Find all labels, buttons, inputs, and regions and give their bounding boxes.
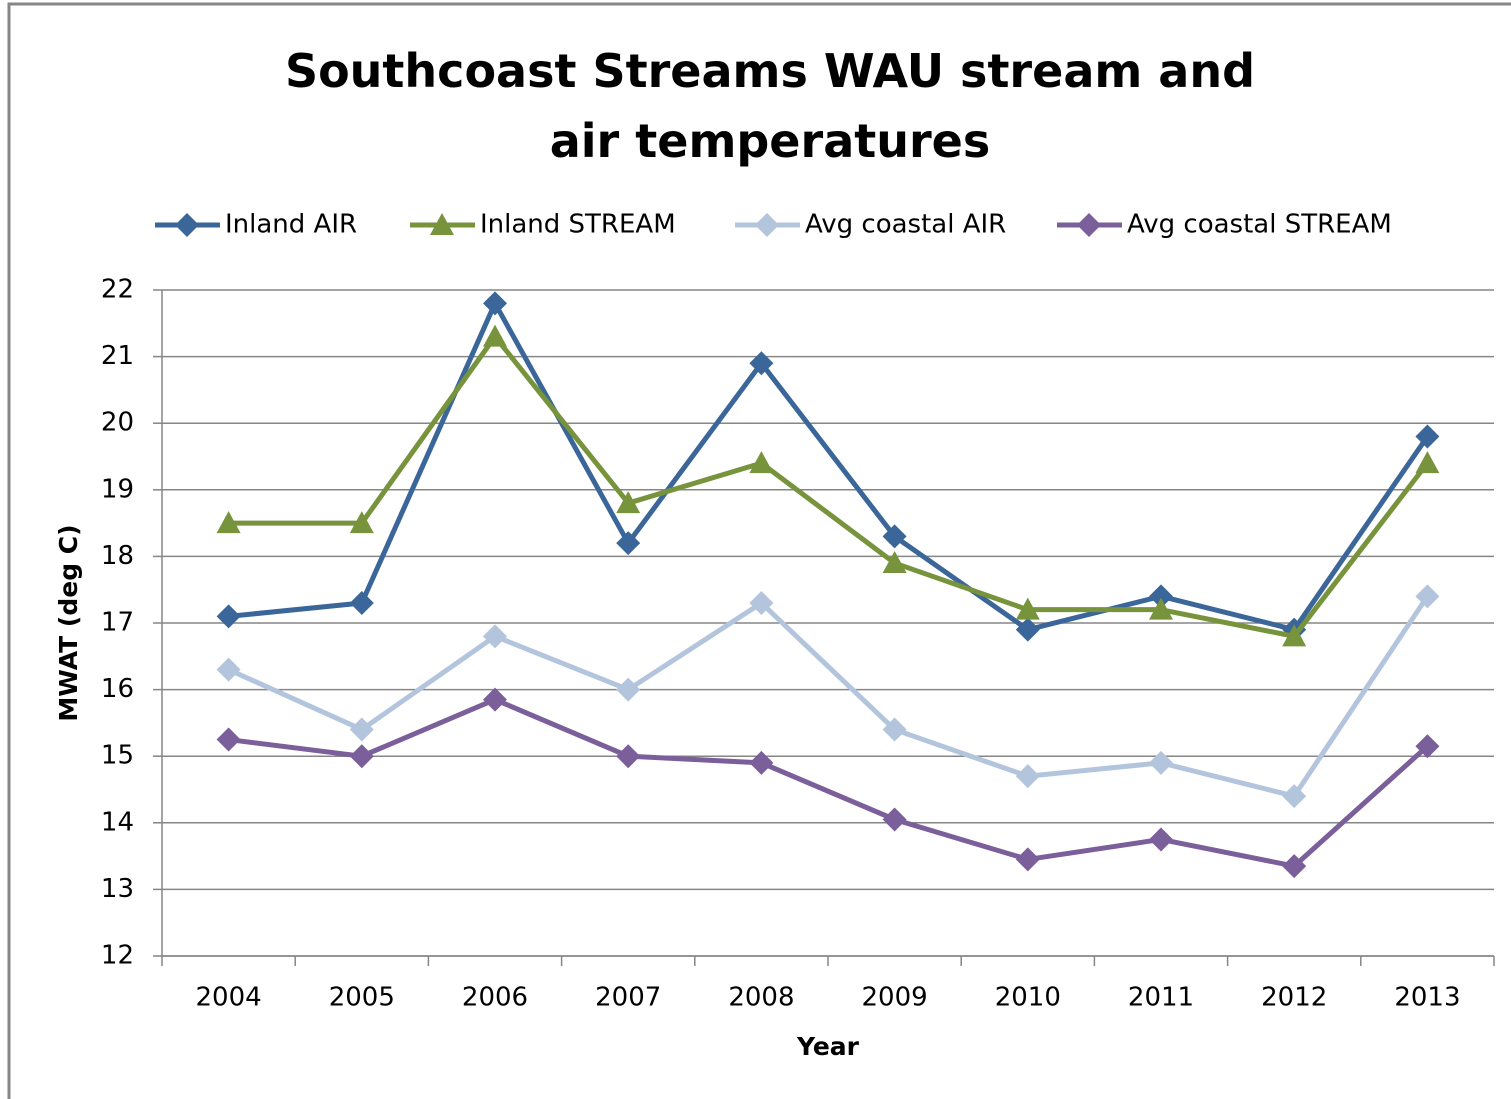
x-tick-label: 2010 xyxy=(995,983,1061,1013)
data-point xyxy=(749,591,774,616)
legend-label: Avg coastal AIR xyxy=(805,210,1006,240)
data-point xyxy=(1415,584,1440,609)
data-point xyxy=(216,657,241,682)
data-point xyxy=(616,531,641,556)
data-point xyxy=(1149,584,1173,609)
y-tick-label: 22 xyxy=(101,275,134,305)
data-point xyxy=(349,717,374,742)
data-point xyxy=(1415,451,1440,474)
data-point xyxy=(1015,617,1040,642)
data-point xyxy=(349,511,374,534)
data-point xyxy=(882,717,907,742)
series-line xyxy=(228,300,1430,633)
data-point xyxy=(616,677,641,702)
legend-marker xyxy=(175,213,199,237)
legend-marker xyxy=(755,213,779,237)
data-point xyxy=(1015,764,1040,789)
data-point xyxy=(216,604,241,629)
data-point xyxy=(1282,784,1307,809)
y-tick-label: 16 xyxy=(101,674,134,704)
data-point xyxy=(483,324,507,347)
data-point xyxy=(616,491,641,514)
data-point xyxy=(1282,624,1307,647)
y-tick-label: 19 xyxy=(101,474,134,504)
data-point xyxy=(1149,827,1173,852)
y-tick-label: 20 xyxy=(101,408,134,438)
data-point xyxy=(1149,750,1173,775)
y-tick-label: 21 xyxy=(101,341,134,371)
legend-marker xyxy=(430,213,454,235)
data-point xyxy=(882,807,907,832)
data-point xyxy=(216,511,241,534)
x-tick-label: 2006 xyxy=(462,983,528,1013)
data-point xyxy=(882,524,907,549)
legend-label: Avg coastal STREAM xyxy=(1127,210,1392,240)
data-point xyxy=(1415,424,1440,449)
data-point xyxy=(216,727,241,752)
series-line xyxy=(228,697,1430,869)
data-point xyxy=(1415,734,1440,759)
x-tick-label: 2007 xyxy=(595,983,661,1013)
x-tick-label: 2004 xyxy=(196,983,262,1013)
data-point xyxy=(349,591,374,616)
x-tick-label: 2005 xyxy=(329,983,395,1013)
series-line xyxy=(227,594,1430,799)
x-tick-label: 2013 xyxy=(1394,983,1460,1013)
data-point xyxy=(1015,597,1040,620)
y-axis-title: MWAT (deg C) xyxy=(54,524,83,721)
legend-label: Inland AIR xyxy=(225,210,357,240)
x-axis-title: Year xyxy=(796,1032,860,1061)
y-tick-label: 12 xyxy=(101,941,134,971)
data-point xyxy=(749,451,774,474)
data-point xyxy=(483,687,507,712)
data-point xyxy=(483,291,507,316)
y-tick-label: 18 xyxy=(101,541,134,571)
y-tick-label: 13 xyxy=(101,874,134,904)
legend-label: Inland STREAM xyxy=(480,210,676,240)
x-tick-label: 2012 xyxy=(1261,983,1327,1013)
data-point xyxy=(882,551,907,574)
data-point xyxy=(483,624,507,649)
data-point xyxy=(1282,854,1307,879)
chart-title: Southcoast Streams WAU stream and air te… xyxy=(284,44,1256,168)
x-tick-label: 2011 xyxy=(1128,983,1194,1013)
data-point xyxy=(349,744,374,769)
x-tick-label: 2009 xyxy=(862,983,928,1013)
data-point xyxy=(749,750,774,775)
y-tick-label: 17 xyxy=(101,608,134,638)
data-point xyxy=(749,351,774,376)
y-tick-label: 15 xyxy=(101,741,134,771)
data-point xyxy=(1149,597,1173,620)
series-line xyxy=(228,334,1430,639)
x-tick-label: 2008 xyxy=(728,983,794,1013)
y-tick-label: 14 xyxy=(101,807,134,837)
legend-marker xyxy=(1077,213,1101,237)
data-point xyxy=(616,744,641,769)
chart-border xyxy=(7,2,1511,1099)
data-point xyxy=(1015,847,1040,872)
